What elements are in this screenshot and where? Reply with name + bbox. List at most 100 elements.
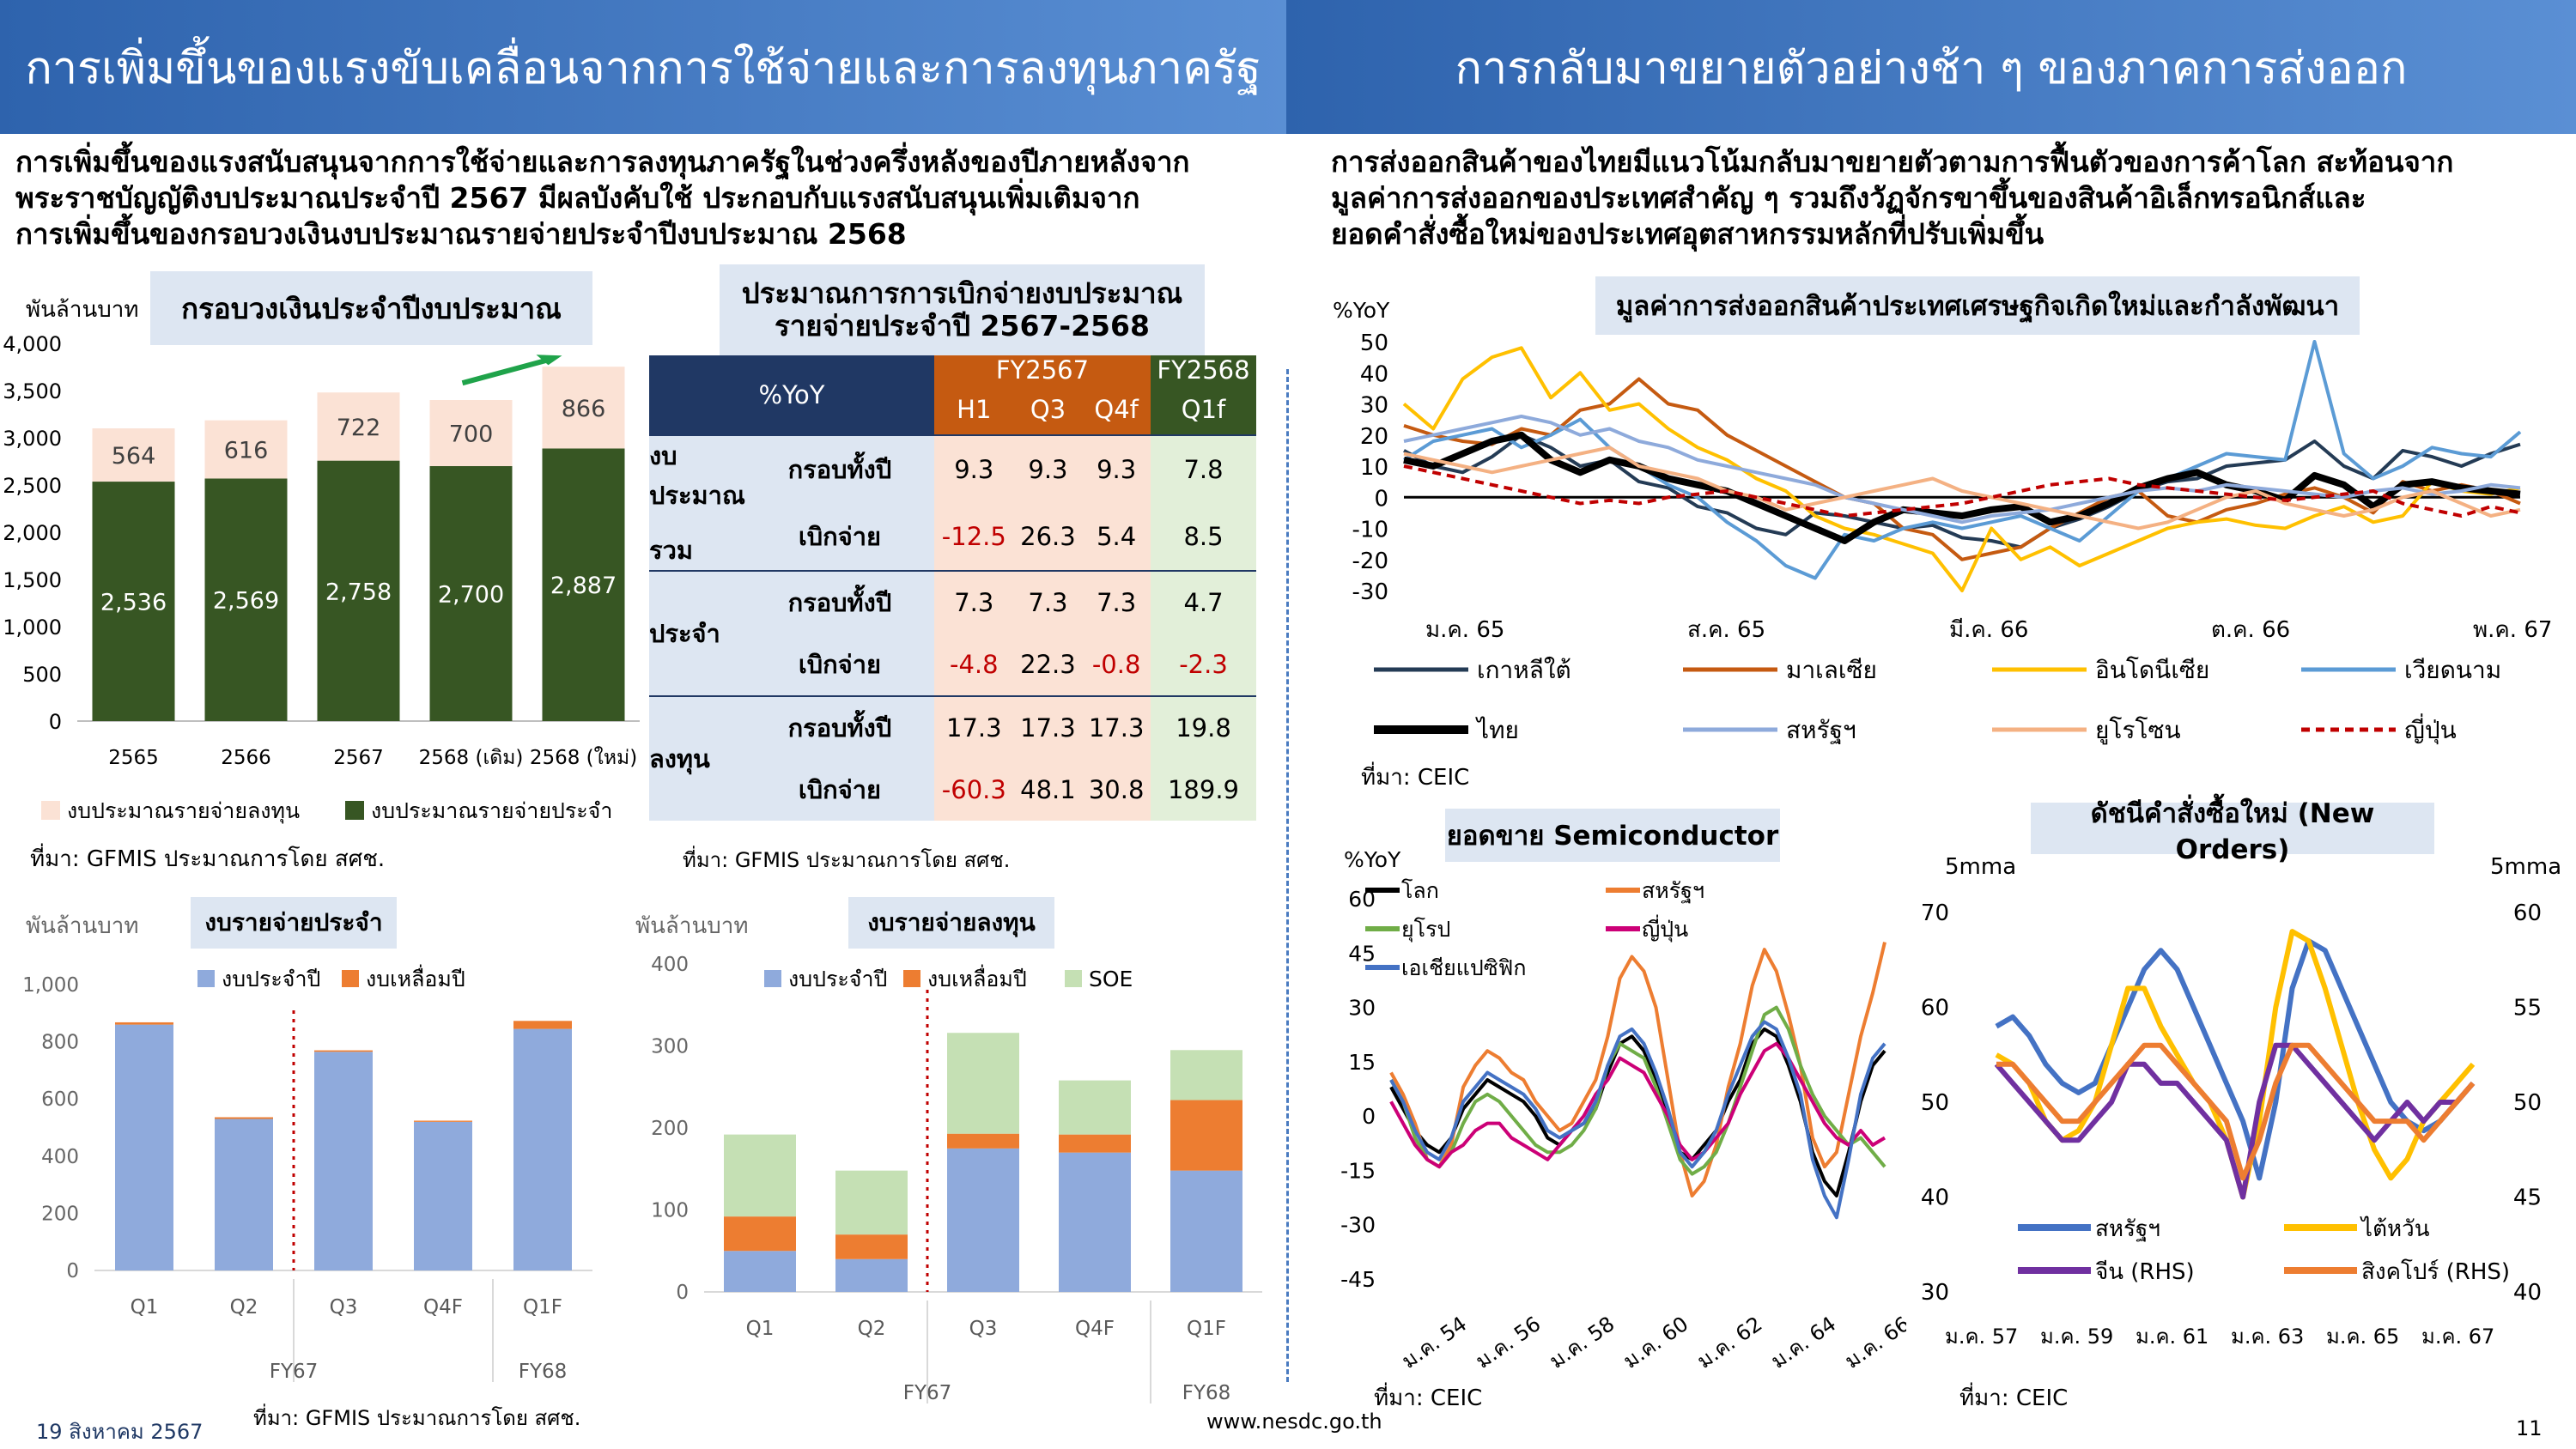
table-value: -4.8 xyxy=(934,634,1014,696)
table-head-period: Q3 xyxy=(1013,385,1083,435)
legend-swatch xyxy=(903,970,920,987)
left-paragraph: การเพิ่มขึ้นของแรงสนับสนุนจากการใช้จ่ายแ… xyxy=(15,144,1278,252)
footer-url[interactable]: www.nesdc.go.th xyxy=(1206,1410,1382,1434)
series-line xyxy=(1403,446,2521,530)
series-line xyxy=(1403,431,2521,544)
semi-source: ที่มา: CEIC xyxy=(1374,1385,1483,1411)
bar-segment-soe xyxy=(1059,1080,1131,1135)
semi-x-tick: ม.ค. 66 xyxy=(1840,1312,1906,1373)
table-row-label: กรอบทั้งปี xyxy=(744,434,934,503)
budget-chart: 0 500 1,000 1,500 2,000 2,500 3,000 3,500 4,000 2… xyxy=(3,332,640,824)
bar-segment-soe xyxy=(835,1170,908,1235)
orders-unit-right: 5mma xyxy=(2490,854,2561,880)
semi-chart-title: ยอดขาย Semiconductor xyxy=(1445,809,1780,862)
series-line xyxy=(1994,1042,2476,1200)
export-x-tick: ส.ค. 65 xyxy=(1687,617,1765,643)
semi-x-tick: ม.ค. 56 xyxy=(1471,1312,1545,1373)
table-group-name: งบประมาณ รวม xyxy=(649,434,745,571)
orders-y-right-tick: 55 xyxy=(2513,996,2542,1022)
budget-bar-capital xyxy=(542,367,625,449)
orders-chart: 5mma 5mma 70 60 50 40 30 60 55 50 45 40 ม.ค. 57 ม.ค. … xyxy=(1921,854,2561,1349)
table-value: 17.3 xyxy=(934,695,1014,759)
bar-segment-annual xyxy=(115,1024,173,1270)
x-tick: Q4F xyxy=(1075,1318,1115,1340)
series-line xyxy=(1996,1042,2476,1181)
budget-x-tick: 2565 xyxy=(108,747,159,769)
table-head-fy2567: FY2567 xyxy=(934,355,1151,385)
budget-bar-current xyxy=(204,478,288,721)
bar-segment-annual xyxy=(1170,1170,1242,1292)
y-tick: 200 xyxy=(651,1118,689,1140)
x-tick: Q4F xyxy=(423,1296,463,1319)
budget-current-label: 2,536 xyxy=(100,590,167,616)
export-legend-label: ยูโรโซน xyxy=(2095,716,2181,745)
legend-swatch xyxy=(1065,970,1082,987)
capital-chart-title: งบรายจ่ายลงทุน xyxy=(848,897,1054,949)
fy-label: FY68 xyxy=(519,1361,568,1383)
orders-x-tick: ม.ค. 59 xyxy=(2040,1325,2113,1349)
y-tick: 1,000 xyxy=(22,974,79,997)
budget-current-label: 2,887 xyxy=(550,573,617,599)
series-line xyxy=(1389,1041,1886,1169)
budget-y-tick: 3,000 xyxy=(3,427,62,451)
export-chart-title: มูลค่าการส่งออกสินค้าประเทศเศรษฐกิจเกิดใ… xyxy=(1595,276,2360,335)
y-tick: 600 xyxy=(41,1088,79,1111)
orders-y-left-tick: 30 xyxy=(1921,1280,1949,1306)
bar-segment-carry xyxy=(947,1133,1019,1149)
budget-bar-current xyxy=(317,460,400,721)
budget-x-tick: 2567 xyxy=(333,747,384,769)
legend-swatch xyxy=(197,970,215,987)
disbursement-table: %YoY FY2567 FY2568 H1 Q3 Q4f Q1f งบประมาณ รวม กรอ… xyxy=(649,355,1256,821)
y-tick: 400 xyxy=(651,954,689,976)
bar-segment-carry xyxy=(835,1234,908,1259)
section-divider xyxy=(1286,369,1289,1382)
semi-legend-label: โลก xyxy=(1401,878,1439,903)
y-tick: 300 xyxy=(651,1036,689,1058)
series-line xyxy=(1389,1005,1886,1176)
budget-y-tick: 2,000 xyxy=(3,521,62,545)
export-y-tick: 0 xyxy=(1374,486,1388,512)
budget-current-label: 2,569 xyxy=(213,588,279,615)
table-group-name-line: ประจำ xyxy=(649,619,720,648)
orders-legend-label: สิงคโปร์ (RHS) xyxy=(2361,1258,2510,1285)
table-group-name-line: ลงทุน xyxy=(649,744,710,773)
export-y-tick: -30 xyxy=(1352,579,1388,605)
export-x-tick: พ.ค. 67 xyxy=(2473,617,2552,643)
bottom-left-source: ที่มา: GFMIS ประมาณการโดย สศช. xyxy=(253,1406,581,1430)
table-row-label: เบิกจ่าย xyxy=(744,634,934,696)
bar-segment-carry xyxy=(115,1022,173,1025)
export-legend-label: เกาหลีใต้ xyxy=(1477,656,1571,684)
export-y-tick: -10 xyxy=(1352,518,1388,543)
budget-y-tick: 500 xyxy=(22,663,62,687)
semi-legend-label: ยุโรป xyxy=(1401,917,1450,943)
bar-segment-annual xyxy=(835,1258,908,1292)
bar-segment-annual xyxy=(724,1251,796,1292)
left-paragraph-line: การเพิ่มขึ้นของแรงสนับสนุนจากการใช้จ่ายแ… xyxy=(15,145,1190,179)
table-title-line: รายจ่ายประจำปี 2567-2568 xyxy=(775,309,1150,343)
current-unit: พันล้านบาท xyxy=(26,913,139,939)
budget-bar-current xyxy=(92,482,175,721)
bar-segment-annual xyxy=(314,1052,373,1270)
export-y-tick: 20 xyxy=(1360,424,1388,450)
bar-segment-annual xyxy=(1059,1152,1131,1292)
footer-page-number: 11 xyxy=(2516,1416,2543,1440)
bar-segment-annual xyxy=(947,1148,1019,1292)
table-title-line: ประมาณการการเบิกจ่ายงบประมาณ xyxy=(741,276,1183,310)
orders-y-right-tick: 60 xyxy=(2513,900,2542,926)
table-value: 19.8 xyxy=(1151,695,1256,759)
left-paragraph-line: พระราชบัญญัติงบประมาณประจำปี 2567 มีผลบั… xyxy=(15,181,1140,215)
budget-legend-current: งบประมาณรายจ่ายประจำ xyxy=(371,798,612,823)
bar-segment-carry xyxy=(414,1120,472,1122)
budget-capital-label: 564 xyxy=(112,443,156,470)
bar-segment-carry xyxy=(1170,1100,1242,1171)
orders-y-left-tick: 40 xyxy=(1921,1185,1949,1211)
legend-label: งบเหลื่อมปี xyxy=(927,964,1027,991)
x-tick: Q3 xyxy=(330,1296,358,1319)
table-value: 7.3 xyxy=(934,570,1014,634)
bar-segment-carry xyxy=(724,1216,796,1252)
orders-legend-label: จีน (RHS) xyxy=(2095,1259,2195,1285)
table-value: 17.3 xyxy=(1013,695,1083,759)
right-paragraph: การส่งออกสินค้าของไทยมีแนวโน้มกลับมาขยาย… xyxy=(1331,144,2567,252)
legend-label: SOE xyxy=(1089,967,1133,991)
table-value: 9.3 xyxy=(934,434,1014,503)
